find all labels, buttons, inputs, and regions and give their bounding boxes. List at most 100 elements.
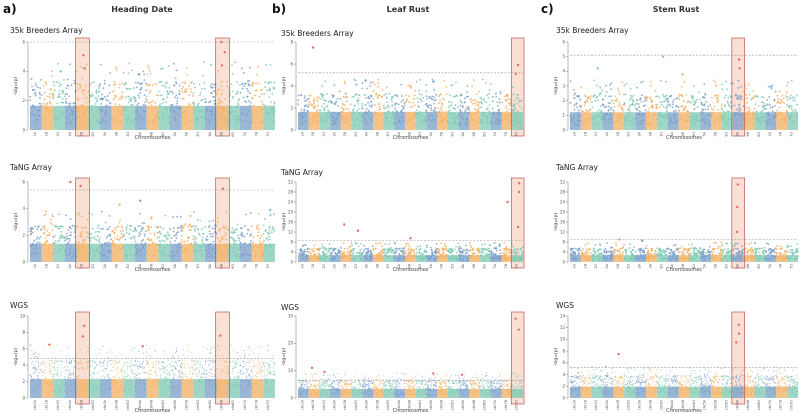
- snp-point: [112, 366, 114, 369]
- snp-density-band: [448, 255, 459, 263]
- snp-point: [220, 93, 223, 96]
- snp-density-band: [170, 105, 182, 130]
- snp-point: [61, 234, 63, 237]
- snp-point: [179, 364, 181, 366]
- snp-point: [96, 97, 98, 100]
- x-tick-label: chr5B: [185, 399, 189, 410]
- snp-point: [148, 370, 150, 372]
- snp-point: [153, 234, 156, 237]
- snp-point: [300, 108, 303, 111]
- snp-point: [394, 107, 396, 110]
- x-tick-label: 7D: [515, 132, 519, 137]
- snp-point: [164, 366, 166, 368]
- snp-point: [347, 108, 350, 110]
- snp-point: [60, 231, 62, 233]
- snp-point: [394, 103, 397, 106]
- snp-point: [257, 212, 260, 215]
- snp-point: [250, 225, 253, 228]
- snp-point: [234, 92, 237, 95]
- snp-point: [97, 224, 100, 227]
- x-tick-label: chr2D: [91, 400, 95, 411]
- snp-point: [216, 94, 218, 97]
- y-tick-label: 0: [290, 127, 293, 132]
- snp-point: [57, 360, 59, 362]
- snp-point: [81, 232, 83, 235]
- snp-point: [83, 93, 86, 96]
- snp-point: [72, 369, 74, 371]
- snp-point: [460, 94, 463, 96]
- snp-point: [466, 91, 468, 94]
- x-tick-label: 7B: [255, 263, 259, 268]
- snp-point: [386, 251, 389, 254]
- snp-point: [56, 374, 58, 376]
- snp-point: [274, 372, 276, 374]
- snp-point: [477, 109, 480, 111]
- snp-point: [125, 375, 127, 377]
- snp-point: [353, 248, 355, 251]
- snp-point: [402, 99, 405, 101]
- snp-point: [173, 84, 176, 86]
- snp-point: [164, 82, 167, 85]
- snp-point: [178, 355, 180, 357]
- snp-point: [103, 371, 105, 373]
- snp-point: [195, 237, 198, 240]
- snp-point: [57, 81, 60, 84]
- snp-point: [353, 78, 356, 81]
- snp-point: [60, 360, 62, 362]
- snp-point: [486, 94, 488, 97]
- snp-point: [75, 241, 78, 244]
- snp-point: [443, 243, 446, 245]
- snp-point: [425, 246, 428, 249]
- snp-point: [267, 362, 269, 364]
- snp-point: [269, 371, 271, 374]
- snp-point: [49, 100, 52, 103]
- snp-point: [157, 361, 160, 363]
- snp-point: [515, 96, 518, 99]
- snp-point: [311, 104, 314, 107]
- snp-point: [167, 65, 170, 67]
- snp-point: [209, 224, 211, 227]
- snp-point: [357, 103, 360, 105]
- snp-point: [158, 240, 161, 242]
- snp-point: [119, 370, 121, 372]
- snp-point: [139, 225, 142, 227]
- snp-point: [241, 235, 244, 238]
- snp-point: [474, 99, 476, 101]
- snp-point: [343, 251, 346, 254]
- snp-point: [506, 94, 509, 97]
- snp-point: [189, 367, 191, 369]
- snp-point: [44, 213, 47, 216]
- snp-point: [305, 244, 307, 246]
- snp-point: [76, 361, 78, 363]
- snp-point: [193, 238, 196, 241]
- snp-point: [364, 248, 367, 251]
- snp-point: [451, 249, 454, 252]
- snp-point: [480, 102, 483, 105]
- snp-point: [60, 83, 63, 86]
- snp-point: [316, 97, 318, 99]
- snp-point: [521, 250, 524, 253]
- snp-point: [417, 101, 420, 103]
- snp-point: [65, 87, 68, 90]
- peak-point: [220, 64, 224, 67]
- snp-point: [399, 249, 402, 252]
- snp-point: [233, 240, 236, 243]
- snp-point: [471, 253, 474, 255]
- snp-point: [175, 234, 177, 237]
- snp-point: [463, 249, 466, 252]
- snp-point: [165, 86, 167, 89]
- snp-point: [152, 363, 154, 365]
- snp-point: [422, 96, 425, 99]
- snp-point: [49, 369, 51, 371]
- snp-point: [229, 362, 231, 364]
- snp-point: [138, 82, 141, 85]
- snp-point: [29, 227, 32, 230]
- snp-point: [155, 364, 158, 366]
- snp-point: [73, 231, 76, 234]
- snp-point: [149, 217, 152, 220]
- snp-point: [466, 95, 468, 98]
- snp-point: [167, 372, 169, 374]
- snp-point: [78, 83, 81, 86]
- snp-point: [377, 94, 380, 97]
- snp-density-band: [76, 379, 89, 398]
